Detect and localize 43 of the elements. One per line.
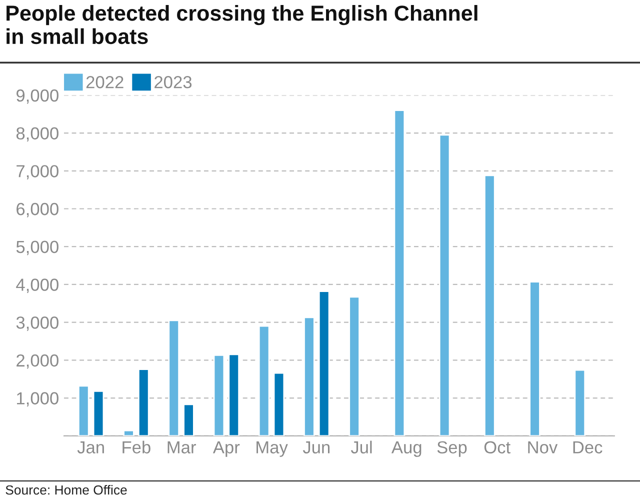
x-tick-label: Oct — [484, 441, 510, 454]
y-tick-label: 7,000 — [16, 165, 58, 180]
y-tick-label: 3,000 — [16, 316, 58, 331]
y-tick-label: 6,000 — [16, 202, 58, 218]
x-tick-label: Feb — [122, 440, 150, 454]
bar — [92, 390, 104, 436]
bar — [438, 134, 450, 436]
bar — [484, 174, 496, 436]
x-tick-label: Sep — [437, 441, 467, 457]
x-tick-label: Apr — [212, 441, 240, 457]
bar — [574, 369, 586, 436]
source-note: Source: Home Office — [6, 484, 127, 495]
x-tick-label: Aug — [391, 441, 422, 457]
bar — [304, 316, 315, 436]
bar — [394, 110, 406, 436]
x-tick-label: Jun — [302, 441, 330, 454]
x-tick-label: Mar — [168, 441, 196, 454]
bar — [168, 320, 180, 436]
x-tick-label: Jan — [77, 441, 104, 454]
legend-label: 2023 — [154, 76, 192, 88]
legend-label: 2022 — [86, 76, 124, 88]
x-tick-label: Dec — [573, 441, 602, 454]
bar — [348, 296, 360, 436]
y-tick-label: 2,000 — [16, 354, 58, 369]
y-tick-label: 9,000 — [16, 89, 58, 104]
bar — [529, 281, 540, 436]
x-tick-label: Jul — [350, 440, 372, 454]
bar — [228, 354, 240, 436]
bar — [213, 354, 225, 436]
bar — [273, 372, 285, 436]
bar — [138, 368, 150, 436]
bar — [183, 404, 194, 436]
y-tick-label: 5,000 — [16, 240, 58, 256]
x-tick-label: Nov — [528, 441, 558, 454]
bar — [318, 290, 330, 436]
x-tick-label: May — [256, 441, 288, 457]
bar — [123, 430, 134, 436]
y-tick-label: 4,000 — [16, 278, 58, 293]
chart-title: People detected crossing the English Channel in small boats — [6, 5, 478, 44]
bar — [78, 385, 90, 436]
y-tick-label: 8,000 — [16, 127, 58, 142]
bar — [258, 325, 270, 436]
y-tick-label: 1,000 — [17, 392, 58, 407]
